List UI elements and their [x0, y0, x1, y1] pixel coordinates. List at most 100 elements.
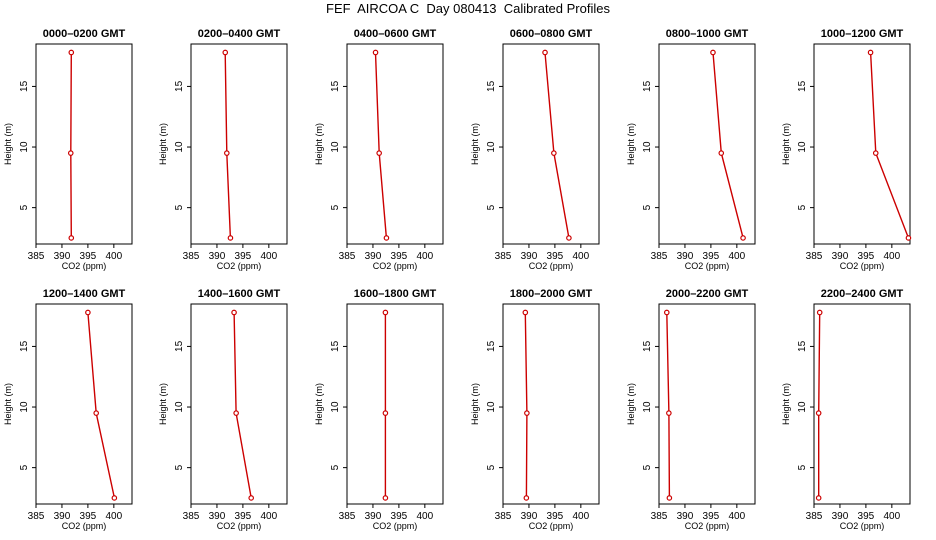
chart-5-ytick-label-2: 15: [642, 80, 653, 92]
chart-9-frame: [346, 303, 444, 505]
chart-10-series-line-0: [524, 312, 528, 498]
chart-11-xtick-label-3: 400: [728, 511, 745, 522]
chart-12-point-1: [815, 410, 822, 416]
chart-2-ytick-label-1: 10: [174, 141, 185, 153]
chart-6-xtick-label-2: 395: [858, 251, 875, 262]
chart-11-ytick-label-0: 5: [642, 464, 653, 470]
chart-8-point-1: [233, 410, 239, 416]
chart-12-ytick-label-1: 10: [797, 401, 808, 413]
chart-8-ytick-label-0: 5: [174, 464, 185, 470]
chart-12: 2200–2400 GMT 385 390 395 400 5 10 15 CO2 (ppm) H…: [781, 288, 911, 531]
chart-8-xtick-label-0: 385: [183, 511, 200, 522]
chart-8-xlabel: CO2 (ppm): [217, 521, 262, 531]
chart-8-xtick-label-3: 400: [260, 511, 277, 522]
chart-12-ytick-label-2: 15: [797, 340, 808, 352]
chart-7-xlabel: CO2 (ppm): [62, 521, 107, 531]
chart-1-xtick-label-0: 385: [28, 251, 45, 262]
chart-3-series-line-0: [374, 52, 388, 238]
chart-1-frame: [35, 43, 133, 245]
chart-10-xtick-label-0: 385: [495, 511, 512, 522]
chart-1: 0000–0200 GMT 385 390 395 400 5 10 15 CO2 (ppm) H…: [3, 28, 133, 271]
chart-5-xtick-label-2: 395: [703, 251, 720, 262]
chart-5-title: 0800–1000 GMT: [666, 28, 749, 40]
chart-7-ytick-label-0: 5: [19, 464, 30, 470]
chart-5-ylabel: Height (m): [626, 123, 636, 165]
chart-12-ytick-label-0: 5: [797, 464, 808, 470]
chart-4-title: 0600–0800 GMT: [510, 28, 593, 40]
chart-4-xtick-label-0: 385: [495, 251, 512, 262]
chart-5-series-line-0: [712, 52, 744, 239]
chart-9-ytick-label-2: 15: [330, 340, 341, 352]
chart-7-point-2: [85, 309, 91, 316]
chart-4-xtick-label-3: 400: [572, 251, 589, 262]
chart-9-xlabel: CO2 (ppm): [373, 521, 418, 531]
chart-7-series-line-0: [87, 312, 116, 499]
chart-6-xtick-label-3: 400: [883, 251, 900, 262]
chart-1-ytick-label-2: 15: [19, 80, 30, 92]
chart-4-frame: [502, 43, 600, 245]
chart-8-ytick-label-1: 10: [174, 401, 185, 413]
chart-2-xtick-label-1: 390: [209, 251, 226, 262]
chart-7-title: 1200–1400 GMT: [43, 288, 126, 300]
chart-2-ytick-label-2: 15: [174, 80, 185, 92]
chart-5: 0800–1000 GMT 385 390 395 400 5 10 15 CO2 (ppm) H…: [626, 28, 756, 271]
chart-3-ylabel: Height (m): [314, 123, 324, 165]
figure-title: FEF AIRCOA C Day 080413 Calibrated Profi…: [326, 1, 610, 16]
chart-3: 0400–0600 GMT 385 390 395 400 5 10 15 CO2 (ppm) H…: [314, 28, 444, 271]
chart-10-xtick-label-1: 390: [521, 511, 538, 522]
chart-3-xtick-label-1: 390: [365, 251, 382, 262]
chart-12-frame: [813, 303, 911, 505]
chart-10-frame: [502, 303, 600, 505]
chart-7: 1200–1400 GMT 385 390 395 400 5 10 15 CO2 (ppm) H…: [3, 288, 133, 531]
chart-11-ytick-label-1: 10: [642, 401, 653, 413]
chart-7-point-0: [111, 495, 118, 501]
chart-2-point-2: [222, 49, 229, 56]
chart-12-series-line-0: [818, 312, 821, 498]
chart-4-xtick-label-2: 395: [547, 251, 564, 262]
chart-12-point-2: [816, 309, 823, 316]
chart-10-ylabel: Height (m): [470, 383, 480, 425]
chart-8-xtick-label-1: 390: [209, 511, 226, 522]
chart-6-ytick-label-0: 5: [797, 204, 808, 210]
chart-9-xtick-label-2: 395: [391, 511, 408, 522]
chart-2-title: 0200–0400 GMT: [198, 28, 281, 40]
chart-4-series-line-0: [544, 52, 570, 239]
chart-6-title: 1000–1200 GMT: [821, 28, 904, 40]
chart-11-series-line-0: [666, 312, 671, 498]
chart-3-frame: [346, 43, 444, 245]
chart-7-xtick-label-3: 400: [105, 511, 122, 522]
chart-11-xtick-label-0: 385: [651, 511, 668, 522]
chart-12-xtick-label-3: 400: [883, 511, 900, 522]
chart-10-xlabel: CO2 (ppm): [529, 521, 574, 531]
chart-9-ytick-label-0: 5: [330, 464, 341, 470]
chart-3-xlabel: CO2 (ppm): [373, 261, 418, 271]
chart-8-series-line-0: [233, 312, 252, 499]
chart-6-point-2: [867, 49, 874, 56]
chart-11-point-0: [666, 495, 673, 501]
chart-9: 1600–1800 GMT 385 390 395 400 5 10 15 CO2 (ppm) H…: [314, 288, 444, 531]
chart-5-xtick-label-3: 400: [728, 251, 745, 262]
chart-6: 1000–1200 GMT 385 390 395 400 5 10 15 CO2 (ppm) H…: [781, 28, 912, 271]
chart-11-point-2: [663, 309, 670, 316]
chart-11-xlabel: CO2 (ppm): [685, 521, 730, 531]
chart-10-ytick-label-0: 5: [486, 464, 497, 470]
chart-10-xtick-label-3: 400: [572, 511, 589, 522]
chart-11-ylabel: Height (m): [626, 383, 636, 425]
chart-6-xlabel: CO2 (ppm): [840, 261, 885, 271]
chart-6-xtick-label-0: 385: [806, 251, 823, 262]
chart-12-title: 2200–2400 GMT: [821, 288, 904, 300]
chart-5-point-0: [740, 235, 746, 241]
chart-9-point-2: [382, 309, 389, 316]
chart-1-ytick-label-0: 5: [19, 204, 30, 210]
chart-5-xlabel: CO2 (ppm): [685, 261, 730, 271]
chart-8-title: 1400–1600 GMT: [198, 288, 281, 300]
chart-3-point-1: [376, 150, 382, 156]
chart-11-title: 2000–2200 GMT: [666, 288, 749, 300]
chart-3-ytick-label-2: 15: [330, 80, 341, 92]
chart-3-title: 0400–0600 GMT: [354, 28, 437, 40]
chart-10-title: 1800–2000 GMT: [510, 288, 593, 300]
chart-4-point-0: [566, 235, 572, 241]
chart-9-point-0: [382, 495, 389, 501]
chart-7-frame: [35, 303, 133, 505]
